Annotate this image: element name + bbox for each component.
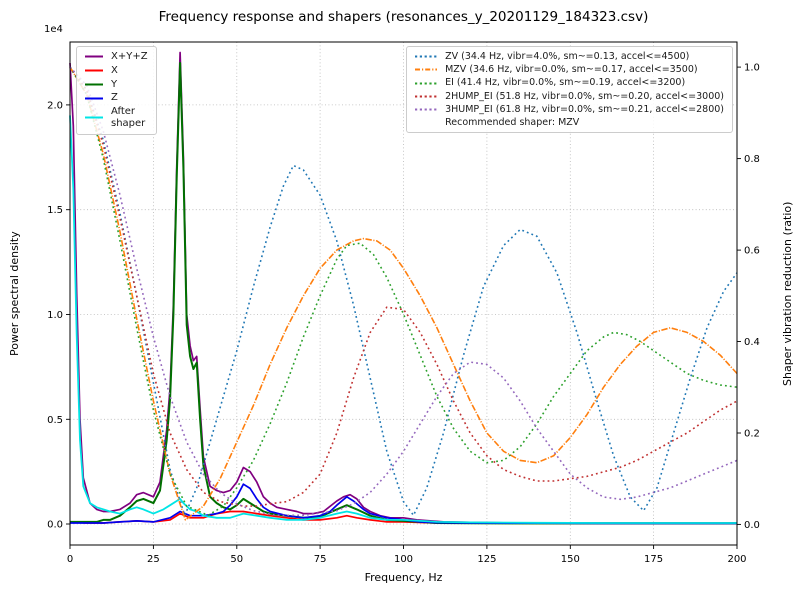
left-tick-label: 2.0 — [47, 100, 63, 111]
left-tick-label: 1.5 — [47, 205, 63, 216]
x-tick-label: 50 — [230, 554, 243, 565]
shaper-legend: ZV (34.4 Hz, vibr=4.0%, sm~=0.13, accel<… — [406, 46, 733, 134]
legend-label: MZV (34.6 Hz, vibr=0.0%, sm~=0.17, accel… — [445, 64, 698, 76]
right-tick-label: 0.4 — [744, 337, 760, 348]
psd-legend: X+Y+Z X Y Z After shaper — [76, 46, 157, 135]
legend-label: ZV (34.4 Hz, vibr=4.0%, sm~=0.13, accel<… — [445, 51, 690, 62]
legend-item-after-shaper: After shaper — [83, 106, 148, 130]
y-axis-offset-text: 1e4 — [44, 24, 63, 35]
x-tick-label: 175 — [644, 554, 663, 565]
legend-item-ei: EI (41.4 Hz, vibr=0.0%, sm~=0.19, accel<… — [413, 77, 724, 88]
legend-note-text: Recommended shaper: MZV — [445, 117, 580, 129]
legend-swatch — [85, 97, 103, 100]
x-tick-label: 100 — [394, 554, 413, 565]
legend-label: X+Y+Z — [111, 51, 148, 62]
left-tick-label: 1.0 — [47, 310, 63, 321]
legend-swatch — [415, 68, 438, 71]
legend-item-z: Z — [83, 92, 148, 104]
right-tick-label: 0.8 — [744, 154, 760, 165]
x-tick-label: 0 — [67, 554, 73, 565]
legend-swatch — [85, 55, 103, 58]
legend-swatch — [85, 83, 103, 86]
right-tick-label: 0.6 — [744, 246, 760, 257]
series-mzv — [69, 66, 738, 521]
x-axis-label: Frequency, Hz — [364, 571, 443, 584]
legend-label: Z — [111, 92, 118, 104]
series-z — [70, 483, 737, 525]
right-tick-label: 0.0 — [744, 520, 760, 531]
legend-item-xyz: X+Y+Z — [83, 51, 148, 63]
legend-item-y: Y — [83, 79, 148, 91]
legend-note: Recommended shaper: MZV — [413, 117, 724, 128]
x-tick-label: 75 — [314, 554, 327, 565]
series-zv — [69, 66, 738, 517]
legend-item-2hump-ei: 2HUMP_EI (51.8 Hz, vibr=0.0%, sm~=0.20, … — [413, 91, 724, 102]
legend-swatch — [415, 82, 438, 84]
series-2hump-ei — [69, 66, 738, 507]
x-tick-label: 125 — [477, 554, 496, 565]
legend-swatch — [85, 69, 103, 72]
right-tick-label: 0.2 — [744, 429, 760, 440]
series-after-shaper — [69, 115, 737, 524]
legend-label: 2HUMP_EI (51.8 Hz, vibr=0.0%, sm~=0.20, … — [445, 90, 724, 102]
chart-title: Frequency response and shapers (resonanc… — [158, 9, 649, 25]
legend-label: Y — [111, 78, 118, 90]
legend-item-mzv: MZV (34.6 Hz, vibr=0.0%, sm~=0.17, accel… — [413, 64, 724, 75]
legend-label: 3HUMP_EI (61.8 Hz, vibr=0.0%, sm~=0.21, … — [445, 103, 724, 115]
legend-swatch — [415, 108, 438, 111]
legend-item-zv: ZV (34.4 Hz, vibr=4.0%, sm~=0.13, accel<… — [413, 51, 724, 62]
x-tick-label: 25 — [147, 554, 160, 565]
legend-item-x: X — [83, 65, 148, 77]
legend-item-3hump-ei: 3HUMP_EI (61.8 Hz, vibr=0.0%, sm~=0.21, … — [413, 104, 724, 115]
left-tick-label: 0.0 — [47, 520, 63, 531]
legend-label: X — [111, 64, 118, 76]
series-ei — [69, 66, 738, 517]
left-tick-label: 0.5 — [47, 415, 63, 426]
legend-label: EI (41.4 Hz, vibr=0.0%, sm~=0.19, accel<… — [445, 77, 686, 89]
right-tick-label: 1.0 — [744, 63, 760, 74]
legend-swatch — [415, 55, 438, 58]
legend-swatch — [85, 116, 103, 119]
x-tick-label: 200 — [727, 554, 746, 565]
x-tick-label: 150 — [561, 554, 580, 565]
legend-swatch — [415, 95, 438, 98]
legend-label: After shaper — [111, 106, 146, 129]
series-3hump-ei — [69, 66, 738, 517]
